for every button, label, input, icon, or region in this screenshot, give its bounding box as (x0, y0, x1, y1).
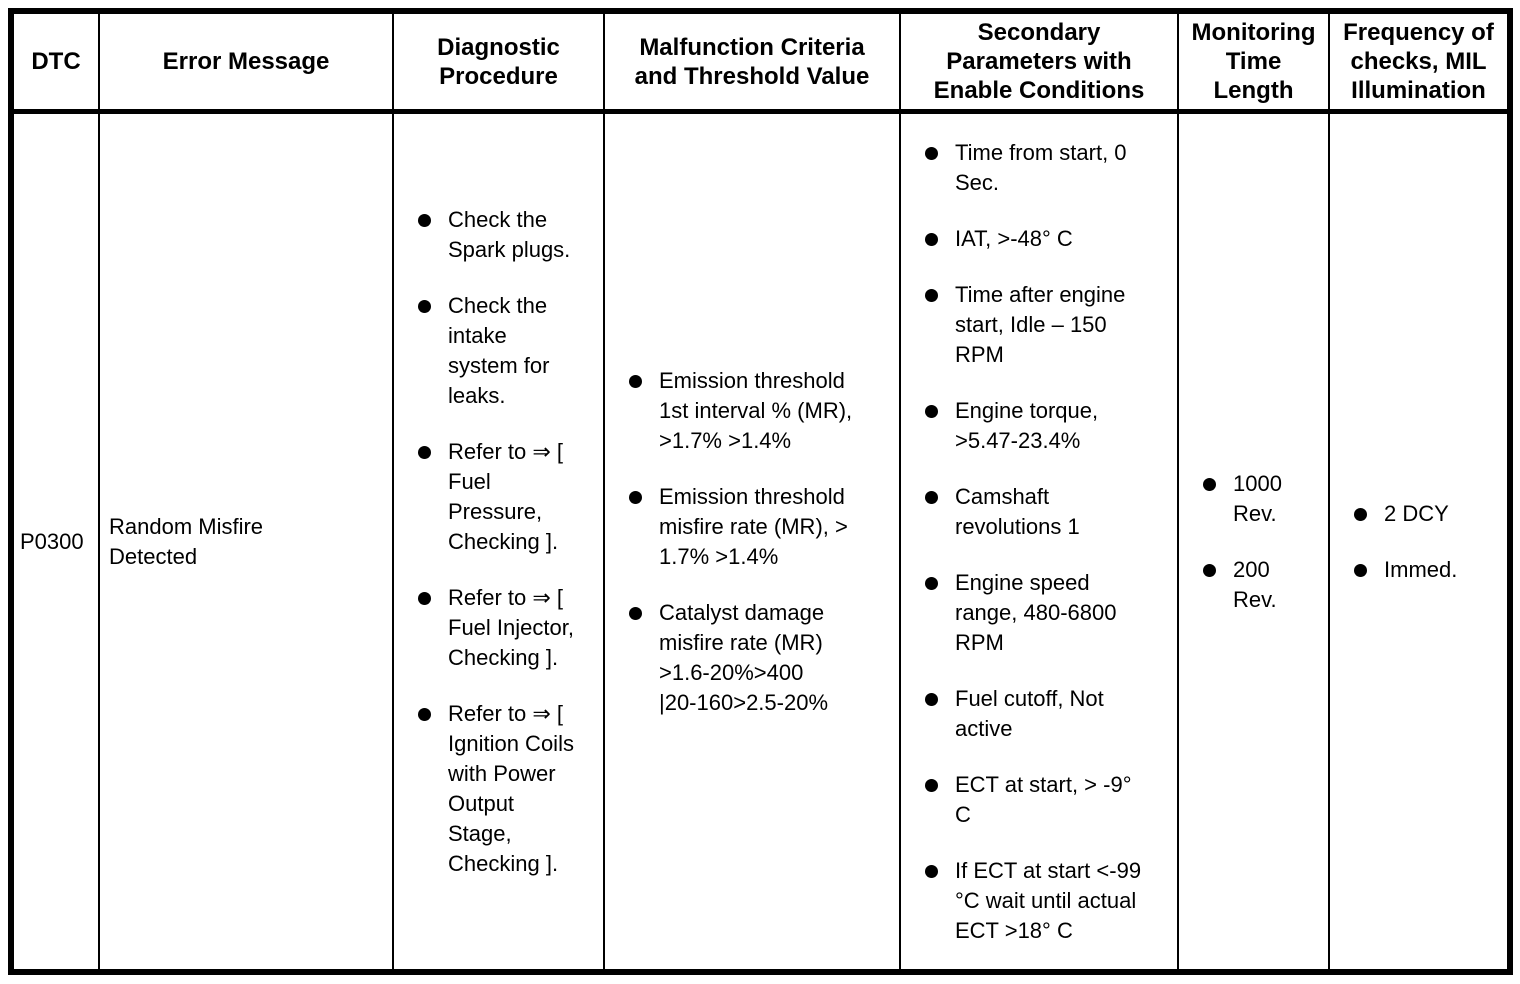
list-item: Time after engine start, Idle – 150 RPM (925, 280, 1173, 370)
bullet-icon (1203, 477, 1216, 491)
bullet-icon (925, 778, 938, 792)
column-header-error-message: Error Message (99, 11, 394, 114)
bullet-icon (925, 490, 938, 504)
cell-error-message: Random Misfire Detected (99, 111, 394, 972)
bullet-icon (925, 404, 938, 418)
bullet-icon (1354, 507, 1367, 521)
cell-malfunction-criteria: Emission threshold 1st interval % (MR), … (604, 111, 901, 972)
error-message-text: Random Misfire Detected (109, 513, 264, 569)
list-item: 2 DCY (1354, 499, 1503, 529)
header-row: DTC Error Message Diagnostic Procedure M… (11, 11, 1510, 114)
bullet-icon (925, 288, 938, 302)
list-item: IAT, >-48° C (925, 224, 1173, 254)
cell-monitoring-time: 1000 Rev. 200 Rev. (1178, 111, 1330, 972)
column-header-dtc: DTC (11, 11, 100, 114)
bullet-icon (1354, 563, 1367, 577)
list-item: 1000 Rev. (1203, 469, 1324, 529)
bullet-icon (1203, 563, 1216, 577)
list-item: If ECT at start <-99 °C wait until actua… (925, 856, 1173, 946)
column-header-diagnostic-procedure: Diagnostic Procedure (393, 11, 605, 114)
bullet-icon (629, 606, 642, 620)
cell-diagnostic-procedure: Check the Spark plugs. Check the intake … (393, 111, 605, 972)
bullet-icon (418, 299, 431, 313)
bullet-icon (418, 213, 431, 227)
table-row: P0300 Random Misfire Detected Check the … (11, 111, 1510, 973)
cell-dtc: P0300 (11, 111, 100, 972)
column-header-frequency: Frequency of checks, MIL Illumination (1329, 11, 1510, 114)
list-item: Refer to ⇒ [ Fuel Pressure, Checking ]. (418, 437, 599, 557)
list-item: Camshaft revolutions 1 (925, 482, 1173, 542)
bullet-icon (629, 374, 642, 388)
dtc-table: DTC Error Message Diagnostic Procedure M… (8, 8, 1513, 975)
list-item: Emission threshold 1st interval % (MR), … (629, 366, 895, 456)
column-header-malfunction-criteria: Malfunction Criteria and Threshold Value (604, 11, 901, 114)
list-item: Emission threshold misfire rate (MR), > … (629, 482, 895, 572)
list-item: Immed. (1354, 555, 1503, 585)
list-item: Fuel cutoff, Not active (925, 684, 1173, 744)
cell-secondary-parameters: Time from start, 0 Sec. IAT, >-48° C Tim… (900, 111, 1179, 972)
list-item: Engine speed range, 480-6800 RPM (925, 568, 1173, 658)
list-item: 200 Rev. (1203, 555, 1324, 615)
bullet-icon (418, 591, 431, 605)
list-item: Catalyst damage misfire rate (MR) >1.6-2… (629, 598, 895, 718)
bullet-icon (925, 146, 938, 160)
column-header-secondary-parameters: Secondary Parameters with Enable Conditi… (900, 11, 1179, 114)
list-item: Check the Spark plugs. (418, 205, 599, 265)
bullet-icon (925, 232, 938, 246)
bullet-icon (418, 445, 431, 459)
list-item: Refer to ⇒ [ Ignition Coils with Power O… (418, 699, 599, 879)
list-item: Time from start, 0 Sec. (925, 138, 1173, 198)
dtc-code: P0300 (20, 528, 84, 554)
list-item: ECT at start, > -9° C (925, 770, 1173, 830)
bullet-icon (629, 490, 642, 504)
column-header-monitoring-time: Monitoring Time Length (1178, 11, 1330, 114)
list-item: Check the intake system for leaks. (418, 291, 599, 411)
list-item: Refer to ⇒ [ Fuel Injector, Checking ]. (418, 583, 599, 673)
bullet-icon (418, 707, 431, 721)
bullet-icon (925, 864, 938, 878)
bullet-icon (925, 576, 938, 590)
bullet-icon (925, 692, 938, 706)
list-item: Engine torque, >5.47-23.4% (925, 396, 1173, 456)
cell-frequency: 2 DCY Immed. (1329, 112, 1510, 973)
